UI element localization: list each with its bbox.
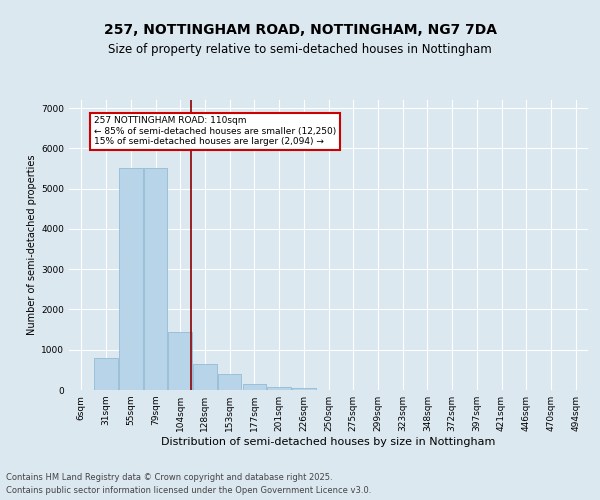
Bar bbox=[119, 168, 143, 390]
Text: 257, NOTTINGHAM ROAD, NOTTINGHAM, NG7 7DA: 257, NOTTINGHAM ROAD, NOTTINGHAM, NG7 7D… bbox=[104, 22, 497, 36]
Bar bbox=[292, 388, 316, 390]
Y-axis label: Number of semi-detached properties: Number of semi-detached properties bbox=[27, 155, 37, 336]
Bar bbox=[193, 364, 217, 390]
Bar bbox=[144, 168, 167, 390]
Text: 257 NOTTINGHAM ROAD: 110sqm
← 85% of semi-detached houses are smaller (12,250)
1: 257 NOTTINGHAM ROAD: 110sqm ← 85% of sem… bbox=[94, 116, 336, 146]
X-axis label: Distribution of semi-detached houses by size in Nottingham: Distribution of semi-detached houses by … bbox=[161, 437, 496, 447]
Bar bbox=[94, 358, 118, 390]
Text: Size of property relative to semi-detached houses in Nottingham: Size of property relative to semi-detach… bbox=[108, 42, 492, 56]
Bar bbox=[169, 332, 192, 390]
Text: Contains public sector information licensed under the Open Government Licence v3: Contains public sector information licen… bbox=[6, 486, 371, 495]
Bar bbox=[218, 374, 241, 390]
Bar bbox=[268, 387, 291, 390]
Bar bbox=[242, 384, 266, 390]
Text: Contains HM Land Registry data © Crown copyright and database right 2025.: Contains HM Land Registry data © Crown c… bbox=[6, 474, 332, 482]
